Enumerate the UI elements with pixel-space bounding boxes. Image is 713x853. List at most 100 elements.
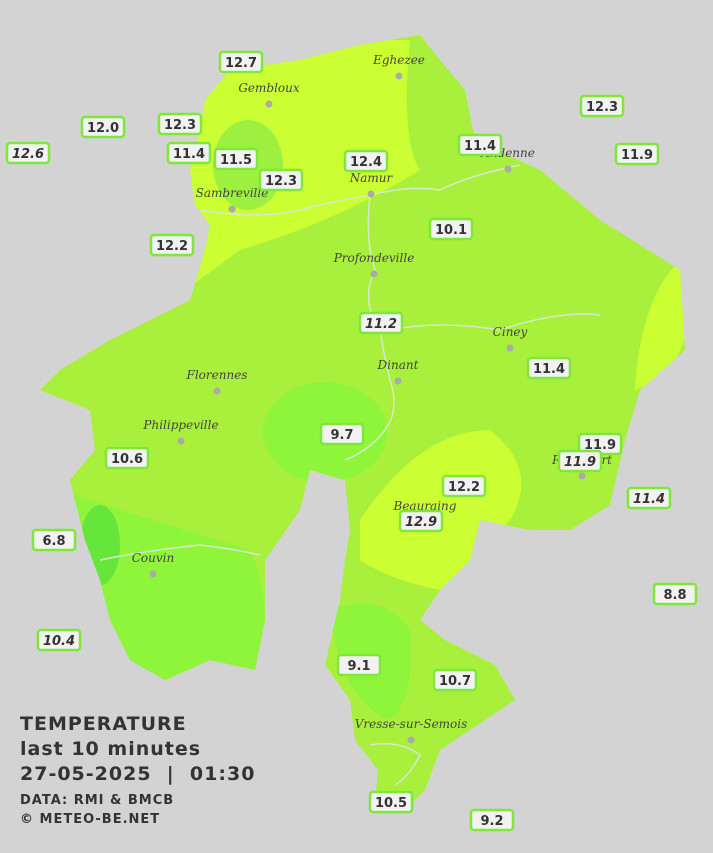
city-label: Gembloux [238,81,300,95]
station: 12.3 [579,94,625,118]
river [389,313,601,331]
station-value: 10.6 [111,452,143,467]
station-value: 6.8 [42,534,65,549]
city-dot [177,437,185,445]
station-value: 12.7 [225,56,257,71]
zone-warm [635,260,685,390]
station-box [557,449,603,473]
title: TEMPERATURE [20,713,187,735]
station-box [104,446,150,470]
city-dot [506,344,514,352]
station: 12.2 [149,233,195,257]
station-value: 12.4 [350,155,382,170]
station-value: 12.3 [586,100,618,115]
station-value: 12.2 [448,480,480,495]
city-label: Vresse-sur-Semois [355,717,468,731]
station-box [336,653,382,677]
copyright: © METEO-BE.NET [20,812,160,827]
station-box [457,133,503,157]
station-value: 12.0 [87,121,119,136]
city-dot [578,472,586,480]
city-dot [213,387,221,395]
station-box [614,142,660,166]
station: 10.6 [104,446,150,470]
station: 9.1 [336,653,382,677]
station: 11.4 [457,133,503,157]
datetime: 27-05-2025 | 01:30 [20,763,255,785]
station-value: 10.4 [43,634,75,649]
station: 12.7 [218,50,264,74]
station-value: 11.9 [584,438,616,453]
station-value: 9.1 [347,659,370,674]
station-box [358,311,404,335]
city-dot [367,190,375,198]
source: DATA: RMI & BMCB [20,793,174,808]
station: 10.7 [432,668,478,692]
station-value: 10.1 [435,223,467,238]
city-label: Dinant [377,358,419,372]
station: 10.1 [428,217,474,241]
station: 10.5 [368,790,414,814]
river [344,194,395,461]
station: 11.2 [358,311,404,335]
station-box [166,141,212,165]
station-box [258,168,304,192]
city-dot [149,570,157,578]
station: 12.4 [343,149,389,173]
river [369,743,421,786]
station-value: 10.7 [439,674,471,689]
city-label: Eghezee [372,53,425,67]
station: 12.9 [398,509,444,533]
city-dot [370,270,378,278]
station-value: 12.6 [12,147,44,162]
station-value: 11.4 [173,147,205,162]
station-box [469,808,515,832]
station: 11.5 [213,147,259,171]
station-value: 11.2 [365,317,397,332]
station-box [526,356,572,380]
station-box [441,474,487,498]
stations: 12.7 12.3 12.0 12.6 11.4 11.5 12.3 12.4 11.4 12.3… [5,50,698,832]
station-box [80,115,126,139]
station-value: 9.2 [480,814,503,829]
station-box [31,528,77,552]
station: 9.7 [319,422,365,446]
station-value: 11.4 [464,139,496,154]
city-label: Ciney [493,325,528,339]
station: 10.4 [36,628,82,652]
station-value: 11.9 [621,148,653,163]
station-value: 12.9 [405,515,437,530]
city-dot [394,377,402,385]
city-label: Namur [349,171,394,185]
station-box [398,509,444,533]
station: 11.9 [557,449,603,473]
station-box [157,112,203,136]
station-box [149,233,195,257]
station: 11.4 [626,486,672,510]
station-box [626,486,672,510]
city-dot [228,205,236,213]
city-dot [504,165,512,173]
station: 12.6 [5,141,51,165]
city-dot [407,736,415,744]
station-box [652,582,698,606]
city-dot [395,72,403,80]
station: 6.8 [31,528,77,552]
station: 12.3 [258,168,304,192]
zone-warm [360,430,522,590]
station: 8.8 [652,582,698,606]
period: last 10 minutes [20,738,201,760]
city-label: Sambreville [196,186,269,200]
station-value: 11.9 [564,455,596,470]
city-label: Couvin [132,551,174,565]
station-box [218,50,264,74]
station-value: 12.2 [156,239,188,254]
city-dot [265,100,273,108]
station-value: 8.8 [663,588,686,603]
station-value: 9.7 [330,428,353,443]
station-box [5,141,51,165]
station: 9.2 [469,808,515,832]
station-box [579,94,625,118]
city-label: Philippeville [142,418,218,432]
